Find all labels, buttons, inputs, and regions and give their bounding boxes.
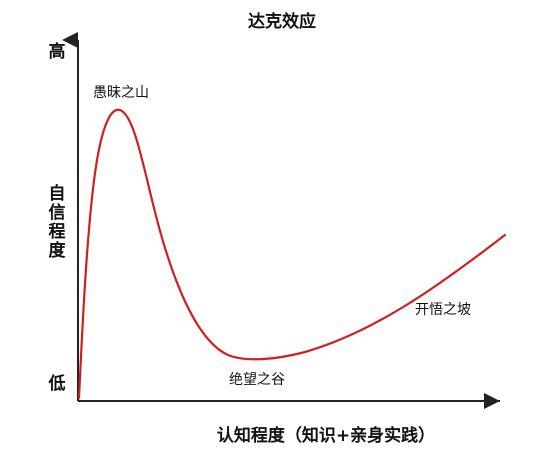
y-axis-high-label: 高 [49, 41, 66, 62]
y-axis-low-label: 低 [48, 373, 66, 394]
y-axis-label-char-3: 程 [49, 222, 66, 242]
y-axis-label-char-1: 自 [49, 183, 66, 204]
peak-annotation: 愚昧之山 [93, 85, 149, 101]
diagram-title: 达克效应 [248, 11, 316, 32]
confidence-curve [77, 108, 507, 400]
y-axis-label-char-2: 信 [49, 202, 66, 223]
y-axis-label-char-4: 度 [49, 240, 67, 261]
valley-annotation: 绝望之谷 [229, 372, 285, 388]
x-axis-label: 认知程度（知识+亲身实践） [217, 425, 435, 446]
slope-annotation: 开悟之坡 [415, 302, 471, 318]
